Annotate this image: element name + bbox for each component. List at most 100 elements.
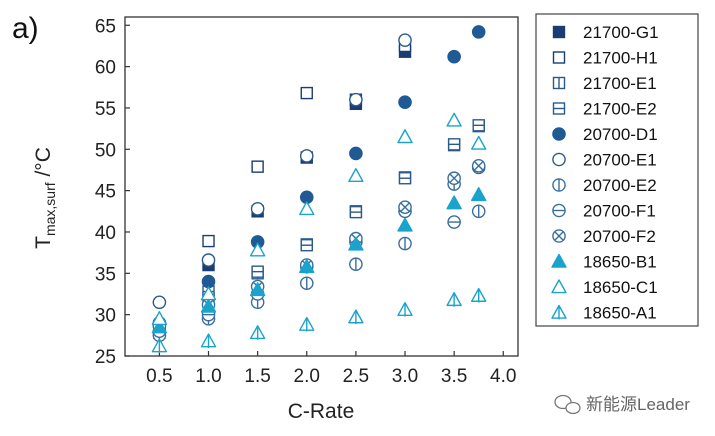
data-point (299, 149, 314, 163)
y-tick-label: 40 (95, 223, 116, 244)
x-tick-label: 3.0 (392, 366, 418, 387)
data-point (249, 282, 266, 297)
data-point (471, 204, 486, 219)
legend-marker (552, 76, 566, 90)
data-point (300, 239, 313, 252)
data-point (471, 25, 486, 39)
data-point (299, 316, 315, 332)
data-point (348, 236, 364, 251)
data-point (349, 146, 363, 161)
data-point (300, 86, 313, 100)
data-point (152, 295, 167, 310)
legend-label: 20700-F1 (583, 202, 656, 221)
legend-box (535, 13, 699, 327)
data-point (471, 135, 487, 150)
y-axis-title-unit: /°C (32, 147, 55, 182)
legend-marker (551, 253, 567, 268)
data-point (151, 311, 168, 326)
legend: 21700-G1 21700-H1 21700-E1 21700-E2 20700-D1… (551, 23, 659, 323)
legend-label: 18650-A1 (583, 304, 657, 323)
y-tick-label: 25 (95, 347, 116, 368)
x-axis-title: C-Rate (288, 400, 355, 423)
data-point (447, 49, 461, 64)
data-point (398, 236, 412, 251)
y-axis-title-main: T (32, 236, 55, 249)
legend-marker (552, 229, 566, 243)
data-point (349, 205, 363, 219)
legend-label: 18650-B1 (583, 253, 657, 272)
data-point (398, 33, 412, 47)
x-tick-label: 3.5 (441, 366, 467, 387)
data-point (471, 187, 487, 202)
y-axis-title: Tmax,surf /°C (32, 147, 58, 249)
data-point (397, 217, 413, 232)
panel-label: a) (12, 12, 39, 45)
data-point (447, 138, 461, 151)
watermark: 新能源Leader (554, 394, 690, 415)
data-point (151, 319, 168, 334)
legend-label: 21700-G1 (583, 23, 659, 42)
x-tick-label: 0.5 (146, 366, 172, 387)
legend-label: 21700-H1 (583, 49, 658, 68)
data-point (249, 242, 266, 257)
y-tick-label: 35 (95, 264, 116, 285)
y-tick-label: 45 (95, 182, 116, 203)
data-point (251, 265, 264, 278)
plot-area-frame (124, 16, 519, 357)
legend-label: 21700-E1 (583, 74, 657, 93)
x-tick-label: 1.5 (244, 366, 270, 387)
data-point (446, 112, 462, 127)
y-tick-label: 30 (95, 306, 116, 327)
legend-marker (552, 51, 566, 64)
legend-label: 20700-E2 (583, 176, 657, 195)
data-point (349, 92, 363, 107)
legend-marker (552, 152, 566, 167)
data-point (200, 333, 217, 349)
data-point (349, 257, 363, 272)
data-point (446, 292, 462, 307)
y-tick-label: 55 (95, 99, 116, 120)
data-point (397, 129, 413, 144)
data-point (471, 287, 487, 303)
data-point (202, 234, 215, 248)
data-point (447, 215, 461, 229)
legend-marker (552, 203, 566, 218)
data-point (348, 168, 364, 183)
data-point (398, 172, 412, 185)
legend-marker (552, 25, 566, 39)
x-tick-label: 4.0 (490, 366, 516, 387)
data-point (471, 159, 486, 173)
data-point (299, 276, 314, 291)
x-tick-label: 2.5 (343, 366, 369, 387)
data-point (251, 160, 264, 173)
data-point (250, 202, 265, 216)
data-point (151, 338, 168, 353)
legend-marker (552, 127, 566, 141)
y-tick-label: 65 (95, 16, 116, 37)
data-point (299, 201, 315, 216)
data-point (446, 195, 462, 210)
data-point (299, 259, 315, 274)
data-point (201, 253, 216, 267)
y-tick-label: 60 (95, 58, 116, 79)
y-tick-label: 50 (95, 140, 116, 161)
legend-marker (552, 102, 566, 115)
data-point (200, 286, 217, 301)
x-tick-label: 1.0 (195, 366, 221, 387)
data-point (398, 95, 412, 109)
watermark-text: 新能源Leader (586, 395, 690, 414)
data-marks (151, 25, 487, 353)
data-point (472, 119, 485, 132)
data-point (397, 301, 413, 317)
data-point (348, 309, 364, 325)
data-point (201, 274, 216, 289)
data-point (447, 171, 461, 186)
x-tick-label: 2.0 (294, 366, 320, 387)
legend-marker (551, 304, 567, 320)
legend-label: 18650-C1 (583, 278, 658, 297)
data-point (200, 298, 217, 313)
data-point (398, 200, 412, 214)
legend-label: 20700-F2 (583, 227, 656, 246)
data-point (249, 325, 266, 340)
